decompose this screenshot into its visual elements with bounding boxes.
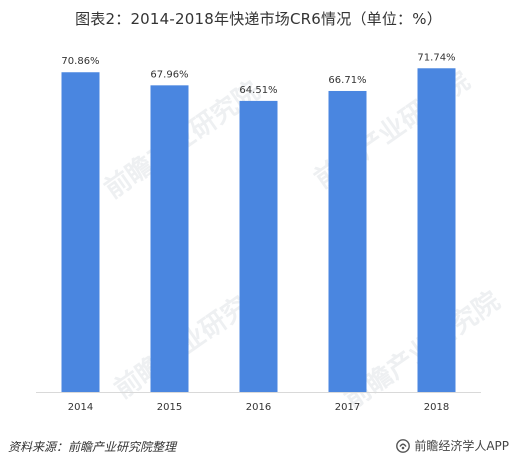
bar-2015 [150, 85, 189, 392]
x-tick-label-2018: 2018 [424, 402, 449, 413]
x-tick-label-2016: 2016 [246, 402, 271, 413]
brand-name: 前瞻经济学人APP [414, 439, 509, 453]
data-label-2017: 66.71% [328, 75, 366, 86]
x-tick-label-2015: 2015 [157, 402, 182, 413]
data-label-2016: 64.51% [239, 85, 277, 96]
brand-logo-icon [396, 438, 411, 453]
x-tick-label-2014: 2014 [68, 402, 93, 413]
bar-2018 [417, 68, 456, 392]
data-label-2018: 71.74% [417, 52, 455, 63]
bar-2016 [239, 100, 278, 393]
data-label-2014: 70.86% [61, 56, 99, 67]
source-note: 资料来源：前瞻产业研究院整理 [8, 440, 177, 454]
bar-chart: 70.86% 2014 67.96% 2015 64.51% 2016 66.71% 2017… [36, 52, 481, 413]
bar-2014 [61, 72, 100, 392]
brand-credit: 前瞻经济学人APP [396, 437, 509, 454]
data-label-2015: 67.96% [150, 69, 188, 80]
x-tick-label-2017: 2017 [335, 402, 360, 413]
bar-2017 [328, 90, 367, 392]
chart-title: 图表2：2014-2018年快递市场CR6情况（单位：%） [75, 10, 442, 28]
